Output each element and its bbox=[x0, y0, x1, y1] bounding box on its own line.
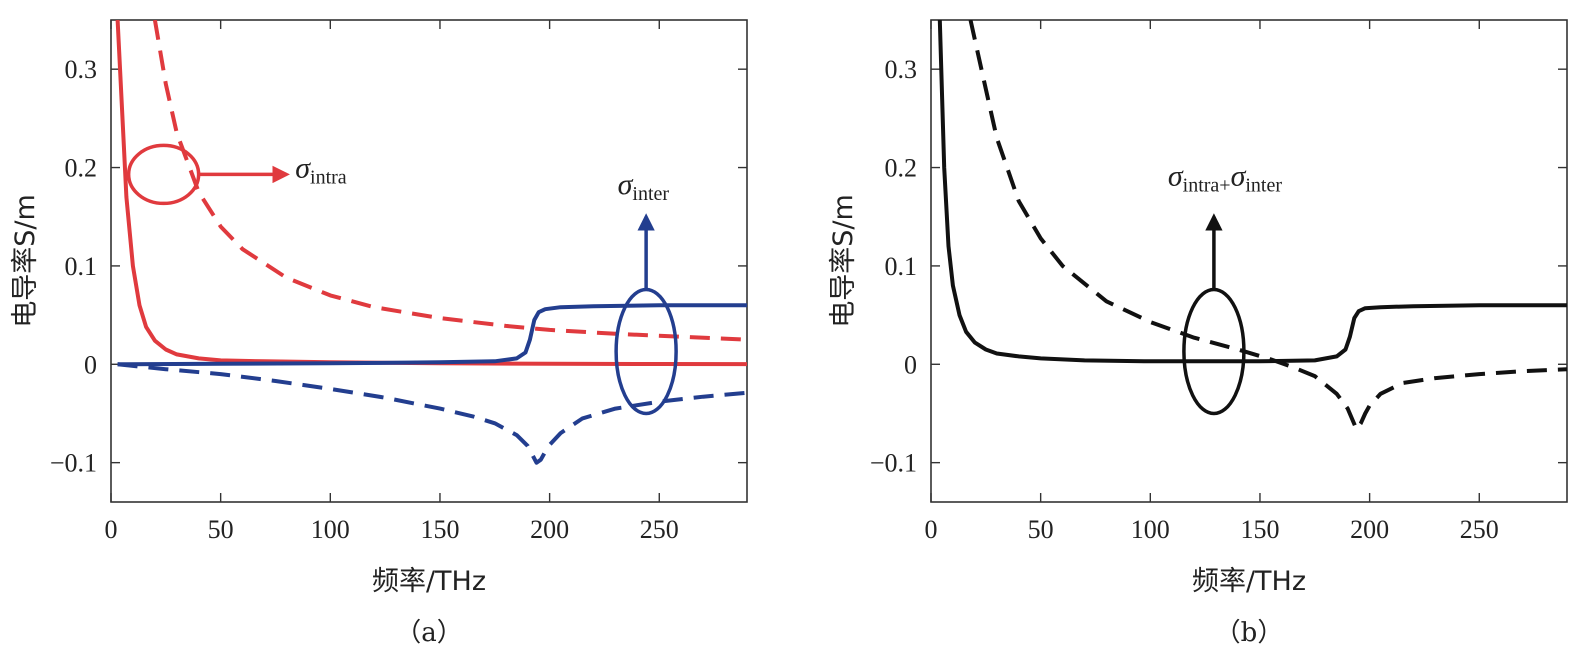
series-line-2 bbox=[152, 20, 747, 342]
y-tick-label: 0.2 bbox=[885, 154, 918, 183]
annotation-label-2: σinter bbox=[618, 168, 670, 205]
x-tick-label: 150 bbox=[1240, 515, 1279, 544]
annotation-ellipse-2 bbox=[614, 287, 678, 416]
panel-b-plot-frame bbox=[930, 19, 1568, 503]
panel-b-y-axis-title: 电导率S/m bbox=[828, 194, 859, 328]
y-tick-label: −0.1 bbox=[870, 449, 917, 478]
x-tick-label: 150 bbox=[420, 515, 459, 544]
annotation-label-1: σintra bbox=[295, 151, 347, 188]
x-tick-label: 200 bbox=[1350, 515, 1389, 544]
panel-a-annotations: σintra σinter bbox=[126, 143, 678, 416]
x-tick-label: 100 bbox=[311, 515, 350, 544]
series-line-1 bbox=[937, 20, 1567, 364]
panel-b-x-axis-title: 频率/THz bbox=[1192, 566, 1306, 597]
series-line-2 bbox=[968, 20, 1567, 432]
y-tick-label: 0.1 bbox=[65, 252, 98, 281]
y-tick-label: 0.3 bbox=[885, 55, 918, 84]
panel-b-series bbox=[937, 20, 1567, 432]
panel-b-tick-labels: 0 50 100 150 200 250 −0.1 0 0.1 0.2 0.3 bbox=[870, 55, 1499, 544]
y-tick-label: 0.1 bbox=[885, 252, 918, 281]
series-line-3 bbox=[117, 303, 747, 367]
panel-a-y-axis-title: 电导率S/m bbox=[10, 194, 41, 328]
y-tick-label: 0.2 bbox=[65, 154, 98, 183]
annotation-ellipse-1 bbox=[1182, 287, 1246, 416]
panel-b-caption: （b） bbox=[1215, 618, 1284, 648]
panel-b: 0 50 100 150 200 250 −0.1 0 0.1 0.2 0.3 σintra+σin… bbox=[828, 19, 1568, 648]
y-tick-label: 0 bbox=[904, 350, 917, 379]
annotation-ellipse-1 bbox=[126, 143, 201, 206]
panel-a-caption: （a） bbox=[395, 618, 463, 648]
x-tick-label: 250 bbox=[1460, 515, 1499, 544]
panel-b-ticks bbox=[930, 20, 1567, 502]
panel-b-annotations: σintra+σinter bbox=[1168, 159, 1283, 416]
annotation-label-1: σintra+σinter bbox=[1168, 159, 1283, 196]
x-tick-label: 250 bbox=[640, 515, 679, 544]
y-tick-label: 0.3 bbox=[65, 55, 98, 84]
panel-a: 0 50 100 150 200 250−0.100.10.20.3 σintra σint… bbox=[10, 19, 748, 648]
panel-a-x-axis-title: 频率/THz bbox=[372, 566, 486, 597]
panel-a-ticks bbox=[110, 20, 747, 502]
series-line-4 bbox=[117, 362, 747, 465]
panel-a-tick-labels: 0 50 100 150 200 250 −0.1 0 0.1 0.2 0.3 bbox=[50, 55, 679, 544]
y-tick-label: 0 bbox=[84, 350, 97, 379]
x-tick-label: 100 bbox=[1131, 515, 1170, 544]
x-tick-label: 50 bbox=[1028, 515, 1054, 544]
y-tick-label: −0.1 bbox=[50, 449, 97, 478]
panel-a-series bbox=[115, 20, 747, 465]
panel-a-plot-frame bbox=[110, 19, 748, 503]
x-tick-label: 50 bbox=[208, 515, 234, 544]
x-tick-label: 0 bbox=[925, 515, 938, 544]
x-tick-label: 0 bbox=[105, 515, 118, 544]
x-tick-label: 200 bbox=[530, 515, 569, 544]
